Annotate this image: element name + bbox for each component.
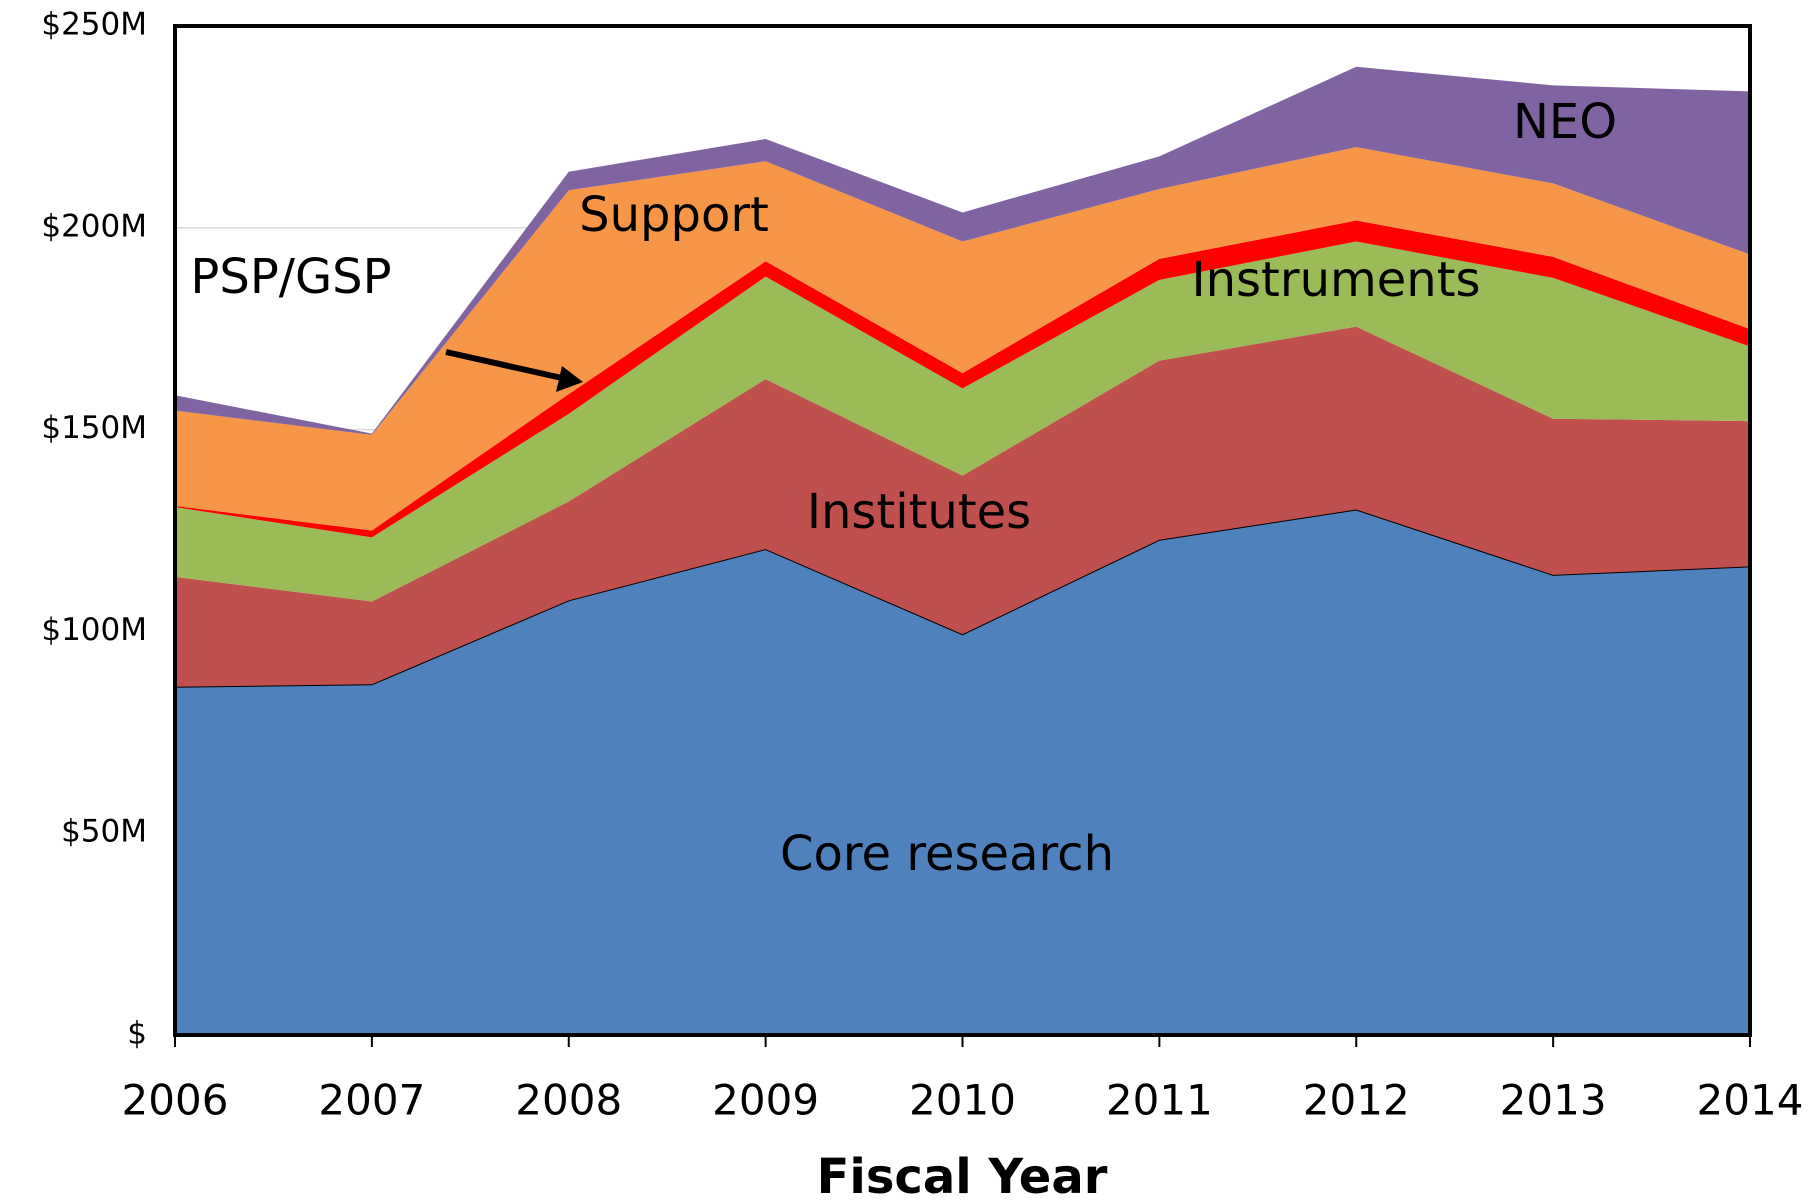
x-tick-label: 2012 [1303, 1076, 1410, 1125]
series-label: Instruments [1191, 252, 1480, 308]
y-tick-label: $150M [41, 410, 147, 446]
series-label: PSP/GSP [190, 249, 391, 305]
series-label: Core research [780, 826, 1114, 882]
x-tick-label: 2009 [712, 1076, 819, 1125]
area [175, 241, 1750, 602]
x-axis-title: Fiscal Year [817, 1149, 1108, 1204]
y-tick-label: $100M [41, 612, 147, 648]
area [175, 326, 1750, 687]
y-tick-label: $50M [61, 814, 147, 850]
area [175, 220, 1750, 538]
x-tick-label: 2011 [1106, 1076, 1213, 1125]
area [175, 509, 1750, 1035]
x-tick-label: 2013 [1500, 1076, 1607, 1125]
x-tick-label: 2008 [515, 1076, 622, 1125]
x-tick-label: 2007 [318, 1076, 425, 1125]
x-tick-label: 2006 [122, 1076, 229, 1125]
y-tick-label: $ [127, 1016, 147, 1052]
x-tick-label: 2010 [909, 1076, 1016, 1125]
area [175, 66, 1750, 435]
series-label: NEO [1513, 94, 1617, 150]
area [175, 147, 1750, 531]
x-tick-label: 2014 [1697, 1076, 1804, 1125]
series-label: Institutes [807, 484, 1031, 540]
series-label: Support [579, 187, 769, 243]
arrow-shaft [445, 349, 563, 381]
y-tick-label: $250M [41, 7, 147, 43]
arrow-head [556, 366, 583, 392]
y-tick-label: $200M [41, 208, 147, 244]
